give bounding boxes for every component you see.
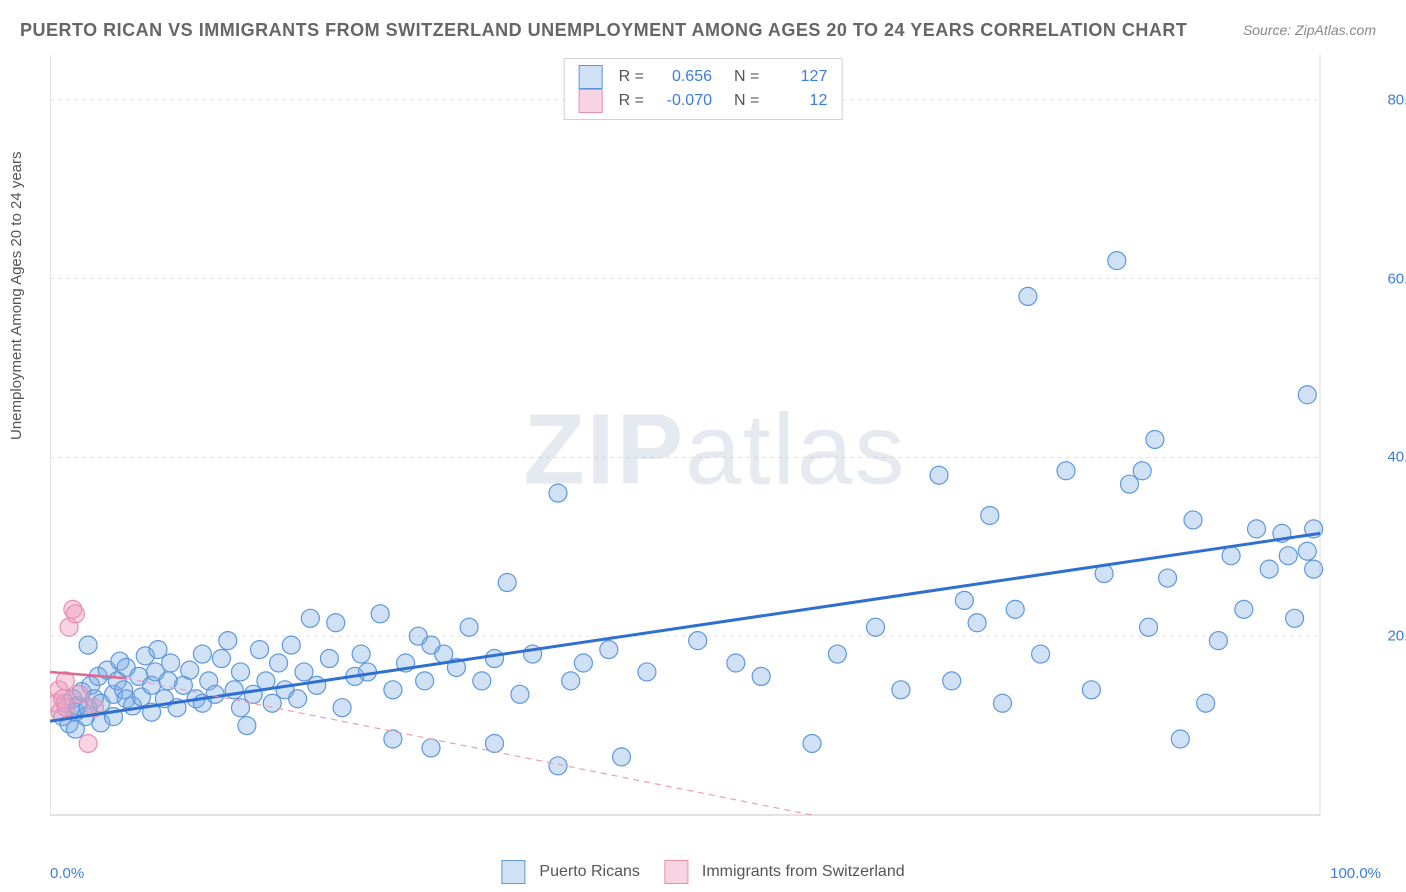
n-value-pr: 127 xyxy=(769,65,827,89)
swatch-ch xyxy=(579,89,603,113)
y-tick-label: 80.0% xyxy=(1387,91,1406,108)
swatch-pr xyxy=(501,860,525,884)
legend-label-ch: Immigrants from Switzerland xyxy=(702,863,905,881)
legend-item-pr: Puerto Ricans xyxy=(501,860,640,884)
source-prefix: Source: xyxy=(1243,22,1295,38)
correlation-legend: R = 0.656 N = 127 R = -0.070 N = 12 xyxy=(564,58,843,120)
y-tick-label: 60.0% xyxy=(1387,270,1406,287)
y-tick-label: 40.0% xyxy=(1387,449,1406,466)
legend-item-ch: Immigrants from Switzerland xyxy=(664,860,905,884)
legend-label-pr: Puerto Ricans xyxy=(539,863,640,881)
source-attribution: Source: ZipAtlas.com xyxy=(1243,22,1376,38)
chart-title: PUERTO RICAN VS IMMIGRANTS FROM SWITZERL… xyxy=(20,20,1187,41)
x-tick-left: 0.0% xyxy=(50,865,84,882)
series-legend: Puerto Ricans Immigrants from Switzerlan… xyxy=(501,860,904,884)
source-name: ZipAtlas.com xyxy=(1295,22,1376,38)
swatch-pr xyxy=(579,65,603,89)
correlation-row-ch: R = -0.070 N = 12 xyxy=(579,89,828,113)
chart-container: PUERTO RICAN VS IMMIGRANTS FROM SWITZERL… xyxy=(0,0,1406,892)
correlation-row-pr: R = 0.656 N = 127 xyxy=(579,65,828,89)
n-label: N = xyxy=(734,65,759,89)
n-value-ch: 12 xyxy=(769,89,827,113)
r-label: R = xyxy=(619,89,644,113)
y-tick-label: 20.0% xyxy=(1387,628,1406,645)
swatch-ch xyxy=(664,860,688,884)
r-value-pr: 0.656 xyxy=(654,65,712,89)
n-label: N = xyxy=(734,89,759,113)
scatter-plot-svg xyxy=(50,55,1380,845)
y-axis-label: Unemployment Among Ages 20 to 24 years xyxy=(8,151,25,440)
x-tick-right: 100.0% xyxy=(1330,865,1381,882)
r-label: R = xyxy=(619,65,644,89)
r-value-ch: -0.070 xyxy=(654,89,712,113)
plot-area: ZIPatlas 20.0%40.0%60.0%80.0% xyxy=(50,55,1380,845)
